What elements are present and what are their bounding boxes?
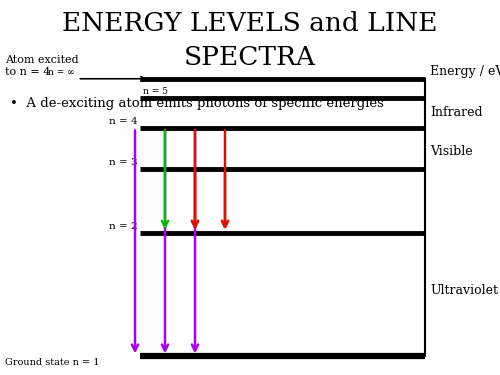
Text: n = 5: n = 5 (142, 87, 168, 96)
Text: Infrared: Infrared (430, 106, 482, 119)
Text: Ground state n = 1: Ground state n = 1 (5, 358, 100, 367)
Text: Ultraviolet: Ultraviolet (430, 284, 498, 297)
Text: Atom excited
to n = 4: Atom excited to n = 4 (5, 55, 78, 77)
Text: •  A de-exciting atom emits photons of specific energies: • A de-exciting atom emits photons of sp… (10, 98, 384, 111)
Text: n = 4: n = 4 (109, 117, 138, 126)
Text: n = ∞: n = ∞ (48, 68, 75, 77)
Text: Visible: Visible (430, 146, 472, 158)
Text: Energy / eV: Energy / eV (430, 64, 500, 78)
Text: n = 2: n = 2 (109, 222, 138, 231)
Text: ENERGY LEVELS and LINE: ENERGY LEVELS and LINE (62, 11, 438, 36)
Text: n = 3: n = 3 (109, 158, 138, 167)
Text: SPECTRA: SPECTRA (184, 45, 316, 70)
